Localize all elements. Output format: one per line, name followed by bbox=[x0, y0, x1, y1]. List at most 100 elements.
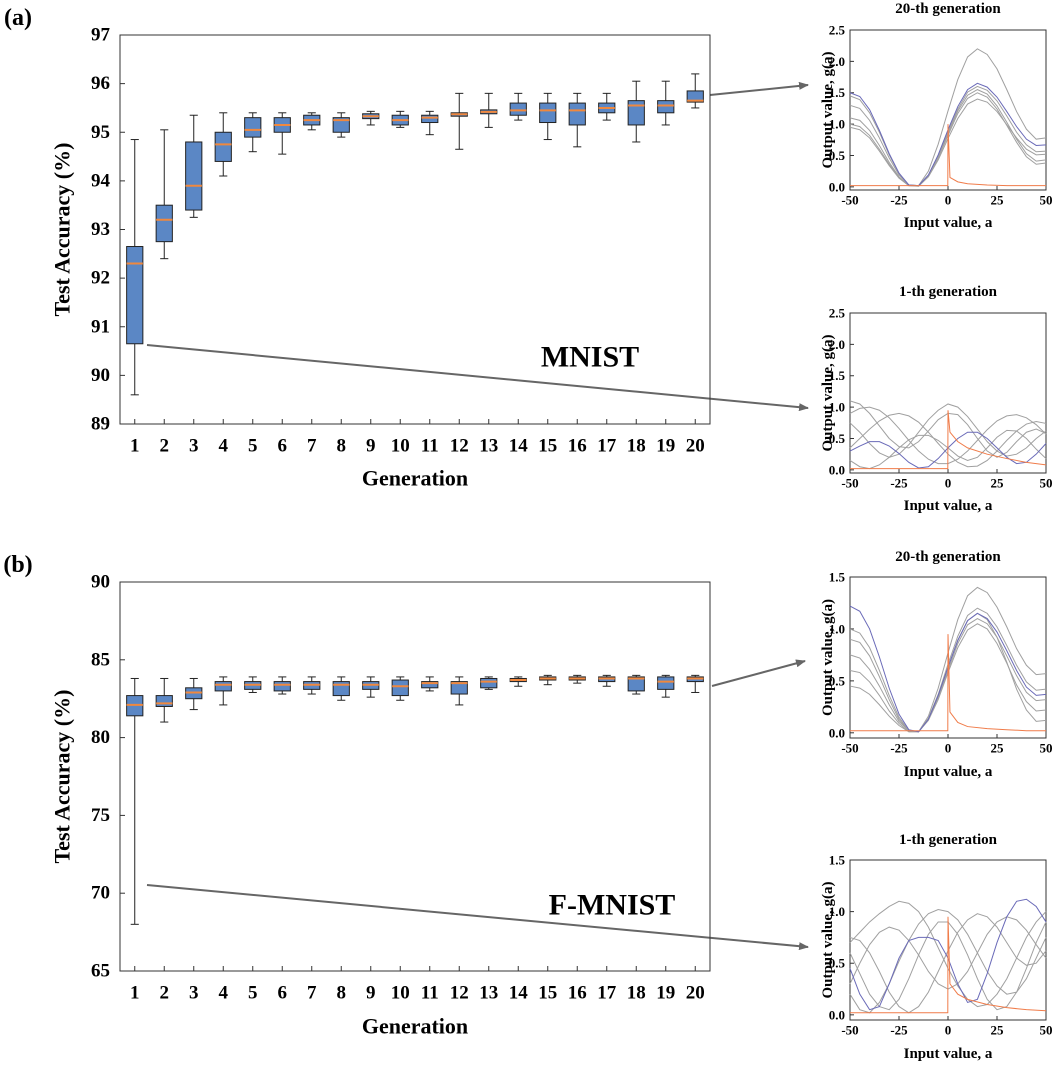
x-tick-label: 1 bbox=[130, 436, 140, 457]
x-tick-label: 25 bbox=[991, 1023, 1005, 1038]
y-tick-label: 95 bbox=[91, 122, 110, 143]
x-tick-label: 0 bbox=[945, 741, 952, 756]
arrow bbox=[146, 884, 809, 951]
box bbox=[244, 117, 262, 138]
arrows bbox=[146, 81, 809, 951]
box bbox=[539, 102, 557, 124]
x-axis-label: Input value, a bbox=[904, 1046, 993, 1062]
x-tick-label: 50 bbox=[1040, 193, 1053, 208]
arrow bbox=[146, 344, 809, 412]
x-axis-label: Generation bbox=[362, 1014, 468, 1039]
y-tick-label: 0.5 bbox=[829, 431, 846, 446]
x-tick-label: 25 bbox=[991, 741, 1005, 756]
box bbox=[421, 114, 439, 124]
x-tick-label: -25 bbox=[890, 741, 908, 756]
x-tick-label: 6 bbox=[278, 983, 288, 1004]
y-tick-label: 0.5 bbox=[829, 673, 846, 688]
box bbox=[657, 100, 675, 114]
curve bbox=[850, 916, 1047, 1014]
x-tick-label: 13 bbox=[479, 983, 498, 1004]
x-tick-label: 8 bbox=[337, 436, 347, 457]
y-tick-label: 91 bbox=[91, 316, 110, 337]
y-tick-label: 0.5 bbox=[829, 148, 846, 163]
y-axis-label: Output value, g(a) bbox=[820, 881, 836, 998]
y-tick-label: 93 bbox=[91, 219, 110, 240]
x-tick-label: 0 bbox=[945, 1023, 952, 1038]
curve bbox=[849, 48, 1047, 187]
x-tick-label: 20 bbox=[686, 983, 705, 1004]
panel-label: (a) bbox=[4, 5, 32, 31]
y-tick-label: 1.5 bbox=[829, 85, 846, 100]
curve bbox=[850, 410, 1047, 470]
x-axis-label: Input value, a bbox=[904, 764, 993, 780]
x-tick-label: -50 bbox=[841, 1023, 858, 1038]
x-tick-label: 25 bbox=[991, 476, 1005, 491]
x-tick-label: 7 bbox=[307, 983, 317, 1004]
chart-title: 1-th generation bbox=[899, 284, 998, 300]
x-tick-label: -50 bbox=[841, 193, 858, 208]
box bbox=[126, 246, 144, 345]
y-tick-label: 1.5 bbox=[829, 570, 846, 585]
y-tick-label: 2.5 bbox=[829, 23, 846, 38]
box bbox=[155, 695, 173, 707]
y-axis-label: Output value, g(a) bbox=[820, 51, 836, 168]
x-tick-label: 50 bbox=[1040, 741, 1053, 756]
x-tick-label: 18 bbox=[627, 983, 646, 1004]
y-tick-label: 90 bbox=[91, 572, 110, 593]
x-tick-label: 2 bbox=[160, 436, 170, 457]
x-tick-label: 17 bbox=[597, 436, 617, 457]
x-tick-label: 4 bbox=[219, 983, 229, 1004]
box bbox=[273, 681, 291, 692]
x-tick-label: 7 bbox=[307, 436, 317, 457]
box bbox=[391, 679, 409, 697]
arrow bbox=[709, 81, 809, 96]
y-tick-label: 65 bbox=[91, 961, 110, 982]
x-tick-label: 4 bbox=[219, 436, 229, 457]
y-axis-label: Output value, g(a) bbox=[820, 334, 836, 451]
x-tick-label: 0 bbox=[945, 476, 952, 491]
y-tick-label: 2.0 bbox=[829, 54, 845, 69]
chart-title: 20-th generation bbox=[895, 549, 1001, 565]
annotation: MNIST bbox=[541, 341, 639, 374]
x-tick-label: 5 bbox=[248, 983, 258, 1004]
x-tick-label: 11 bbox=[421, 436, 439, 457]
x-tick-label: 25 bbox=[991, 193, 1005, 208]
curve bbox=[850, 634, 1046, 732]
y-tick-label: 1.0 bbox=[829, 621, 845, 636]
x-axis-label: Input value, a bbox=[904, 498, 993, 514]
x-tick-label: 50 bbox=[1040, 1023, 1053, 1038]
x-tick-label: 12 bbox=[450, 436, 469, 457]
box bbox=[214, 681, 232, 692]
x-tick-label: 20 bbox=[686, 436, 705, 457]
y-tick-label: 0.0 bbox=[829, 1007, 845, 1022]
box bbox=[185, 141, 203, 211]
curve bbox=[849, 909, 1047, 1014]
x-tick-label: 19 bbox=[656, 983, 675, 1004]
x-tick-label: 5 bbox=[248, 436, 258, 457]
x-tick-label: -50 bbox=[841, 741, 858, 756]
box bbox=[332, 681, 350, 697]
annotation: F-MNIST bbox=[549, 889, 676, 922]
y-tick-label: 2.5 bbox=[829, 306, 846, 321]
x-tick-label: 50 bbox=[1040, 476, 1053, 491]
x-tick-label: 15 bbox=[538, 983, 557, 1004]
y-tick-label: 75 bbox=[91, 805, 110, 826]
y-axis-label: Test Accuracy (%) bbox=[50, 143, 75, 317]
box bbox=[421, 681, 439, 689]
y-tick-label: 85 bbox=[91, 649, 110, 670]
y-tick-label: 2.0 bbox=[829, 337, 845, 352]
box bbox=[332, 117, 350, 133]
x-tick-label: -25 bbox=[890, 1023, 908, 1038]
x-tick-label: 17 bbox=[597, 983, 617, 1004]
arrow bbox=[711, 659, 806, 687]
y-tick-label: 0.0 bbox=[829, 725, 845, 740]
y-tick-label: 0.0 bbox=[829, 179, 845, 194]
x-tick-label: 3 bbox=[189, 436, 199, 457]
x-axis-label: Input value, a bbox=[904, 215, 993, 231]
y-tick-label: 96 bbox=[91, 73, 110, 94]
y-tick-label: 1.0 bbox=[829, 117, 845, 132]
x-tick-label: 16 bbox=[568, 983, 587, 1004]
x-tick-label: 10 bbox=[391, 436, 410, 457]
